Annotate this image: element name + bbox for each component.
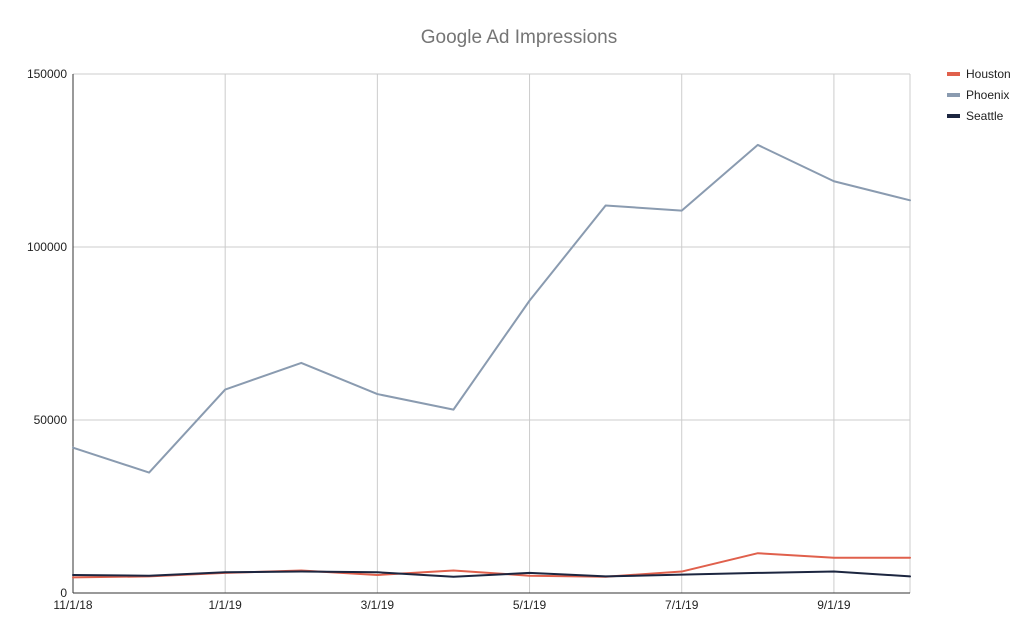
x-tick-label: 1/1/19 bbox=[208, 598, 242, 612]
series-line-seattle bbox=[72, 570, 911, 578]
legend: Houston Phoenix Seattle bbox=[947, 67, 1011, 123]
legend-label-phoenix: Phoenix bbox=[966, 88, 1009, 102]
y-tick-label: 100000 bbox=[27, 240, 67, 254]
chart-title: Google Ad Impressions bbox=[421, 27, 617, 48]
x-tick-label: 3/1/19 bbox=[361, 598, 395, 612]
y-tick-label: 50000 bbox=[34, 413, 68, 427]
grid-layer bbox=[72, 73, 911, 593]
series-line-phoenix bbox=[72, 143, 911, 474]
x-tick-label: 9/1/19 bbox=[817, 598, 851, 612]
x-tick-label: 11/1/18 bbox=[53, 598, 92, 612]
legend-swatch-houston bbox=[947, 72, 960, 76]
axis-layer: 0 50000 100000 150000 11/1/18 1/1/19 3/1/19 5/1… bbox=[27, 67, 910, 612]
legend-swatch-seattle bbox=[947, 114, 960, 118]
y-tick-label: 150000 bbox=[27, 67, 67, 81]
legend-label-houston: Houston bbox=[966, 67, 1011, 81]
series-layer bbox=[72, 143, 911, 579]
y-tick-label: 0 bbox=[60, 586, 67, 600]
x-tick-label: 7/1/19 bbox=[665, 598, 699, 612]
legend-label-seattle: Seattle bbox=[966, 109, 1004, 123]
legend-swatch-phoenix bbox=[947, 93, 960, 97]
x-tick-label: 5/1/19 bbox=[513, 598, 547, 612]
